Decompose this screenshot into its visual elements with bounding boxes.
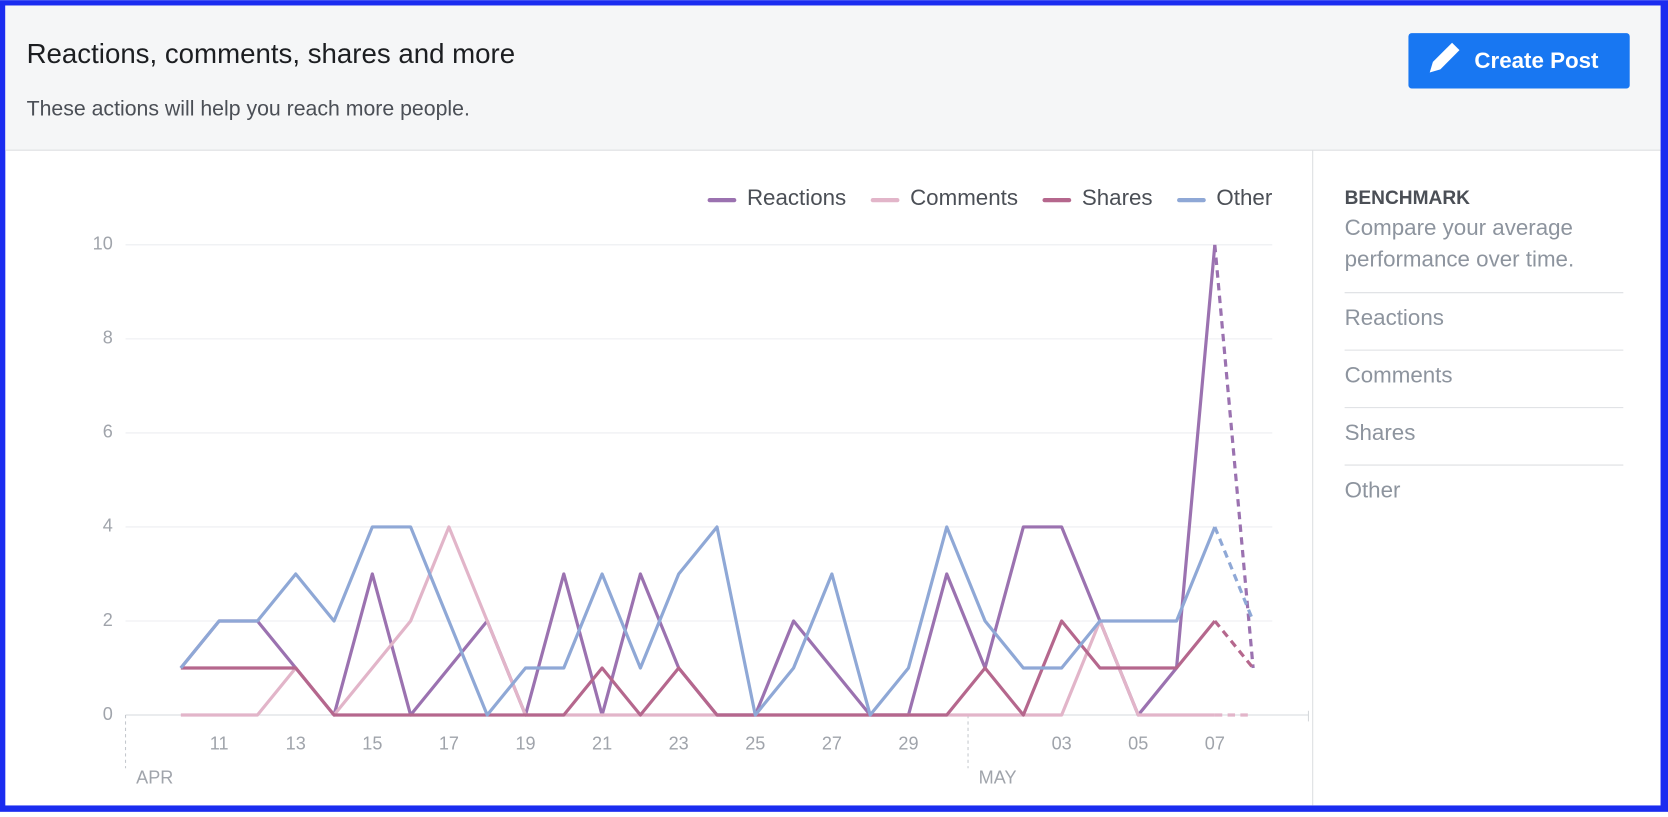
x-tick-label: 27 — [822, 734, 842, 754]
series-line — [179, 525, 1217, 717]
x-tick-label: 03 — [1052, 734, 1072, 754]
x-tick-label: 19 — [515, 734, 535, 754]
series-line — [1213, 526, 1255, 622]
y-tick-label: 0 — [103, 704, 113, 724]
title: Reactions, comments, shares and more — [27, 38, 516, 69]
create-post-button[interactable]: Create Post — [1408, 33, 1630, 89]
y-tick-label: 6 — [103, 422, 113, 442]
x-tick-label: 13 — [286, 734, 306, 754]
y-tick-label: 8 — [103, 328, 113, 348]
x-tick-label: 29 — [898, 734, 918, 754]
benchmark-title: BENCHMARK — [1345, 188, 1471, 209]
benchmark-item[interactable]: Reactions — [1345, 305, 1444, 330]
button-bg — [1408, 33, 1630, 89]
x-tick-label: 25 — [745, 734, 765, 754]
x-tick-label: 05 — [1128, 734, 1148, 754]
legend-label[interactable]: Comments — [910, 185, 1018, 210]
benchmark-desc: performance over time. — [1345, 247, 1575, 272]
x-tick-label: 21 — [592, 734, 612, 754]
x-tick-label: 17 — [439, 734, 459, 754]
pencil-icon — [1429, 42, 1460, 73]
benchmark-item[interactable]: Comments — [1345, 363, 1453, 388]
benchmark-item[interactable]: Other — [1345, 478, 1401, 503]
legend-label[interactable]: Shares — [1082, 185, 1153, 210]
button-label: Create Post — [1474, 48, 1599, 73]
y-tick-label: 2 — [103, 610, 113, 630]
month-label: APR — [136, 768, 173, 788]
x-tick-label: 11 — [210, 734, 229, 754]
legend-label[interactable]: Reactions — [747, 185, 846, 210]
x-tick-label: 23 — [669, 734, 689, 754]
header-bg — [5, 5, 1661, 151]
x-tick-label: 07 — [1205, 734, 1225, 754]
legend-label[interactable]: Other — [1216, 185, 1272, 210]
benchmark-item[interactable]: Shares — [1345, 420, 1416, 445]
y-tick-label: 4 — [103, 516, 113, 536]
series-line — [180, 525, 1215, 717]
month-label: MAY — [979, 768, 1017, 788]
series-line — [1213, 244, 1255, 669]
subtitle: These actions will help you reach more p… — [27, 96, 470, 120]
y-tick-label: 10 — [93, 234, 113, 254]
benchmark-desc: Compare your average — [1345, 215, 1573, 240]
series-line — [1213, 619, 1255, 670]
x-tick-label: 15 — [362, 734, 382, 754]
